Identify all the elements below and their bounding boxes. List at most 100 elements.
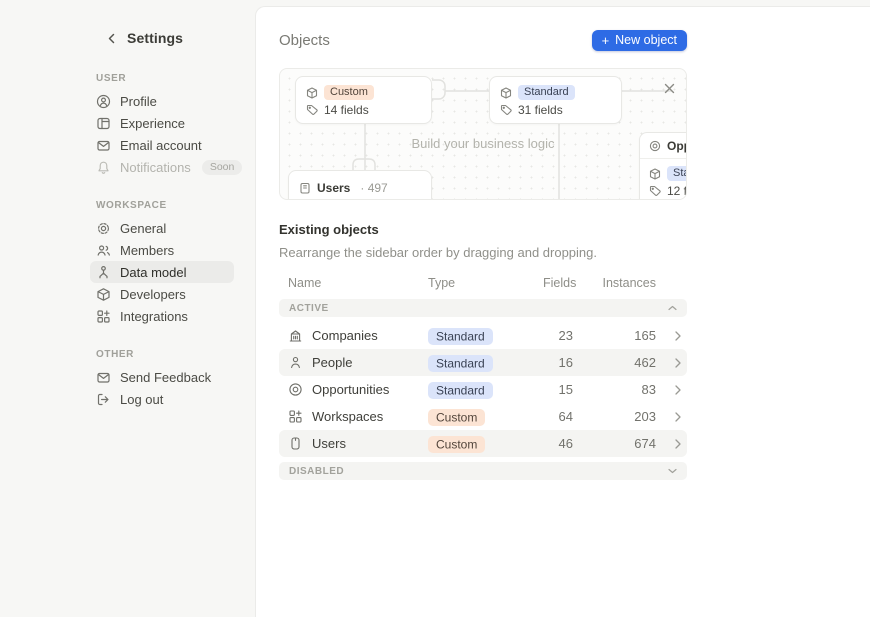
object-name: Companies (312, 328, 378, 343)
chevron-down-icon (668, 468, 677, 474)
opportunity-node-name: Opportu (667, 138, 686, 153)
table-row-opportunities[interactable]: Opportunities Standard 15 83 (279, 376, 687, 403)
objects-header: Objects + New object (279, 29, 687, 51)
sidebar-item-members[interactable]: Members (90, 239, 234, 261)
settings-main-panel: Objects + New object Build your business… (255, 6, 870, 617)
sidebar-item-label: Notifications (120, 159, 191, 175)
bell-icon (96, 160, 111, 175)
fields-count: 23 (558, 328, 573, 343)
sidebar-item-email-account[interactable]: Email account (90, 134, 234, 156)
diagram-node-standard[interactable]: Standard 31 fields (489, 76, 622, 124)
instances-count: 165 (634, 328, 656, 343)
disabled-group-bar[interactable]: DISABLED (279, 462, 687, 480)
section-label: OTHER (96, 349, 134, 360)
fields-count-label: 14 fields (324, 102, 369, 117)
column-header-instances: Instances (602, 276, 656, 290)
fields-count: 64 (558, 409, 573, 424)
sidebar-item-label: Email account (120, 137, 202, 153)
tag-icon (649, 185, 661, 197)
users-node-name: Users (317, 180, 351, 195)
target-icon (649, 140, 661, 152)
tag-icon (500, 104, 512, 116)
new-object-button-label: New object (615, 33, 677, 47)
sidebar-item-data-model[interactable]: Data model (90, 261, 234, 283)
standard-type-badge: Standard (518, 85, 575, 100)
workspaces-grid-icon (288, 409, 303, 424)
table-row-people[interactable]: People Standard 16 462 (279, 349, 687, 376)
sidebar-item-label: Data model (120, 264, 187, 280)
sidebar-item-label: Log out (120, 391, 164, 407)
instances-count: 83 (641, 382, 656, 397)
sidebar-item-notifications: Notifications Soon (90, 156, 243, 178)
fields-count: 16 (558, 355, 573, 370)
person-icon (288, 355, 303, 370)
fields-count-label: 31 fields (518, 102, 563, 117)
sidebar-item-send-feedback[interactable]: Send Feedback (90, 366, 234, 388)
sidebar-item-developers[interactable]: Developers (90, 283, 234, 305)
table-row-workspaces[interactable]: Workspaces Custom 64 203 (279, 403, 687, 430)
feedback-envelope-icon (96, 370, 111, 385)
chevron-right-icon[interactable] (656, 411, 681, 422)
chevron-right-icon[interactable] (656, 384, 681, 395)
type-badge: Custom (428, 408, 486, 426)
plus-icon: + (601, 32, 610, 48)
users-badge-icon (299, 182, 311, 194)
active-group-bar[interactable]: ACTIVE (279, 299, 687, 317)
close-icon[interactable] (660, 79, 678, 97)
fields-count: 46 (558, 436, 573, 451)
table-row-users[interactable]: Users Custom 46 674 (279, 430, 687, 457)
experience-icon (96, 116, 111, 131)
id-badge-icon (288, 436, 303, 451)
envelope-icon (96, 138, 111, 153)
instances-count: 674 (634, 436, 656, 451)
chevron-left-icon (104, 31, 119, 46)
integrations-icon (96, 309, 111, 324)
chevron-right-icon[interactable] (656, 438, 681, 449)
object-name: People (312, 355, 353, 370)
fields-count-label: 12 fiel (667, 183, 687, 198)
table-row-companies[interactable]: Companies Standard 23 165 (279, 322, 687, 349)
sidebar-item-profile[interactable]: Profile (90, 90, 234, 112)
sidebar-section-workspace: WORKSPACE General Members Data model Dev… (90, 197, 234, 327)
cube-icon (649, 167, 661, 180)
users-node-count: · 497 (360, 180, 388, 195)
sidebar-item-general[interactable]: General (90, 217, 234, 239)
profile-icon (96, 94, 111, 109)
type-badge: Standard (428, 327, 493, 345)
diagram-node-opportunities[interactable]: Opportu Stand 12 fiel (639, 132, 687, 199)
new-object-button[interactable]: + New object (591, 29, 687, 51)
building-icon (288, 328, 303, 343)
type-badge: Standard (428, 381, 493, 399)
sidebar-item-label: Developers (120, 286, 186, 302)
diagram-node-custom[interactable]: Custom 14 fields (295, 76, 432, 124)
sidebar-title: Settings (127, 30, 184, 46)
sidebar-section-user: USER Profile Experience Email account No… (96, 70, 243, 178)
object-name: Users (312, 436, 346, 451)
developers-icon (96, 287, 111, 302)
chevron-right-icon[interactable] (656, 357, 681, 368)
type-badge: Custom (428, 435, 486, 453)
sidebar-item-label: General (120, 220, 167, 236)
sidebar-item-log-out[interactable]: Log out (90, 388, 234, 410)
fields-count: 15 (558, 382, 573, 397)
chevron-right-icon[interactable] (656, 330, 681, 341)
sidebar-item-label: Experience (120, 115, 186, 131)
object-name: Workspaces (312, 409, 384, 424)
diagram-node-users[interactable]: Users · 497 (288, 170, 432, 199)
chevron-up-icon (668, 305, 677, 311)
objects-table: Name Type Fields Instances ACTIVE Compan… (279, 272, 687, 480)
settings-sidebar: Settings USER Profile Experience Email a… (0, 0, 255, 617)
sidebar-item-label: Profile (120, 93, 157, 109)
sidebar-item-experience[interactable]: Experience (90, 112, 234, 134)
disabled-group-label: DISABLED (289, 465, 345, 477)
active-group-label: ACTIVE (289, 302, 329, 314)
members-icon (96, 243, 111, 258)
standard-type-badge: Stand (667, 166, 686, 181)
gear-icon (96, 221, 111, 236)
settings-back-button[interactable]: Settings (96, 30, 228, 46)
table-header-row: Name Type Fields Instances (279, 272, 687, 294)
sidebar-item-integrations[interactable]: Integrations (90, 305, 234, 327)
data-model-diagram-banner: Build your business logic Custom 14 fiel… (279, 68, 687, 200)
diagram-connector-lines (352, 79, 672, 199)
custom-type-badge: Custom (324, 85, 374, 100)
